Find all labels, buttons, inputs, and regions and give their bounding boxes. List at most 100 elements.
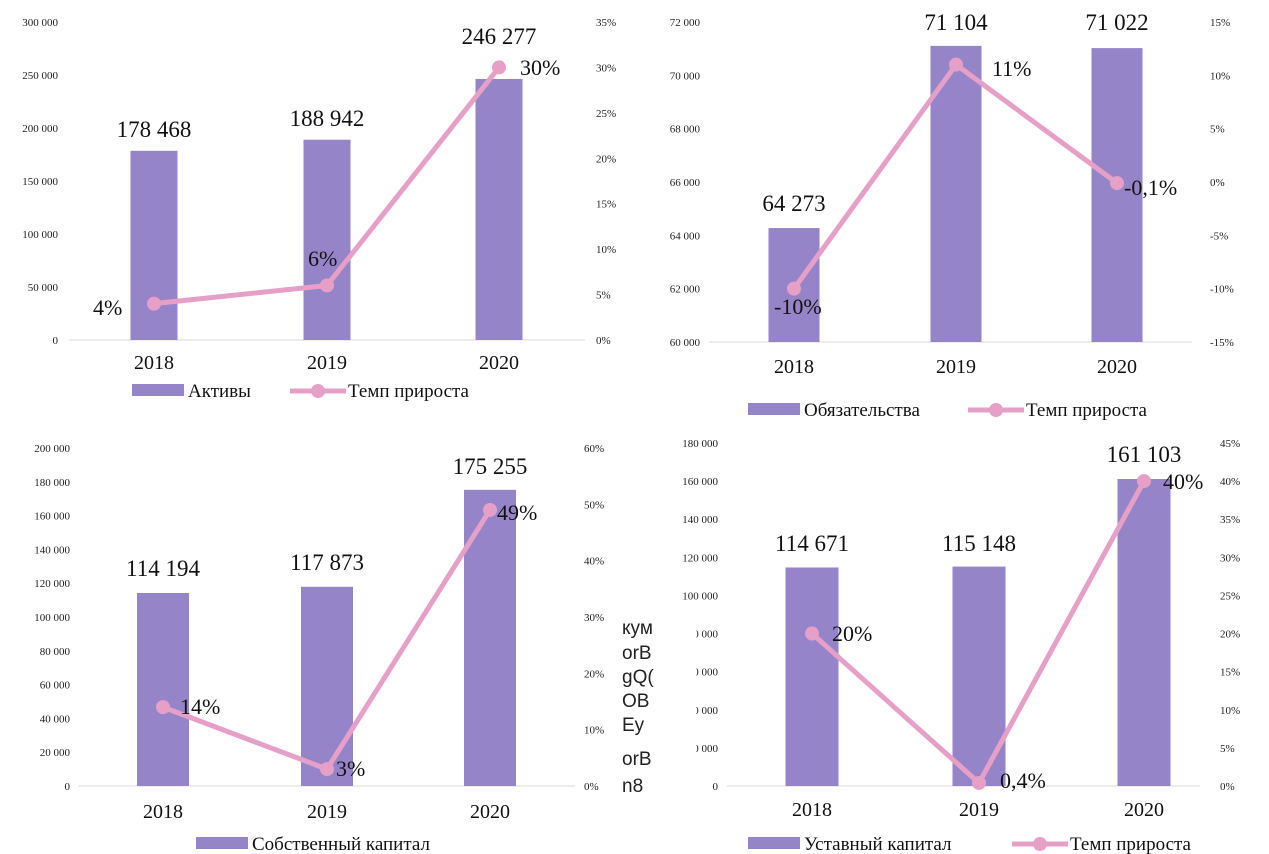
bar bbox=[137, 593, 189, 786]
right-axis-tick-label: 5% bbox=[596, 290, 611, 302]
right-axis-tick-label: 10% bbox=[1210, 70, 1230, 82]
bar bbox=[1091, 48, 1143, 343]
legend-label: Активы bbox=[188, 381, 251, 402]
growth-rate-label: 49% bbox=[497, 500, 537, 525]
right-axis-tick-label: 20% bbox=[1220, 629, 1240, 641]
right-axis-tick-label: 30% bbox=[1220, 552, 1240, 564]
growth-rate-point bbox=[787, 281, 801, 296]
left-axis-tick-label: 140 000 bbox=[682, 514, 718, 526]
stray-text-fragment: OB bbox=[622, 691, 649, 712]
legend-bar-swatch bbox=[748, 403, 800, 415]
legend-label: Собственный капитал bbox=[252, 834, 430, 854]
growth-rate-label: 30% bbox=[520, 55, 560, 80]
bar-value-label: 188 942 bbox=[290, 106, 365, 131]
category-label: 2018 bbox=[143, 801, 183, 823]
growth-rate-point bbox=[972, 775, 986, 790]
stray-text-fragment: orB bbox=[622, 749, 652, 770]
left-axis-tick-label: 120 000 bbox=[682, 552, 718, 564]
bar-value-label: 246 277 bbox=[462, 24, 537, 49]
chart-assets: 0 50 000 100 000 150 000 200 000 250 000 300 0… bbox=[22, 17, 616, 402]
right-axis-tick-label: 25% bbox=[1220, 590, 1240, 602]
growth-rate-label: 20% bbox=[832, 621, 872, 646]
growth-rate-label: 11% bbox=[992, 56, 1032, 81]
right-axis-tick-label: 20% bbox=[584, 668, 604, 680]
right-axis-tick-label: 30% bbox=[584, 612, 604, 624]
right-axis-tick-label: 40% bbox=[1220, 476, 1240, 488]
right-axis-tick-label: 20% bbox=[596, 153, 616, 165]
left-axis-tick-label: 250 000 bbox=[22, 70, 58, 82]
left-axis-tick-label: 80 000 bbox=[40, 646, 71, 658]
bar-value-label: 64 273 bbox=[762, 191, 825, 216]
left-axis-tick-label: 64 000 bbox=[670, 230, 701, 242]
legend-bar-swatch bbox=[196, 837, 248, 849]
bar-value-label: 175 255 bbox=[453, 454, 528, 479]
growth-rate-point bbox=[147, 296, 161, 311]
growth-rate-point bbox=[156, 700, 170, 715]
stray-text-fragment: кум bbox=[622, 618, 653, 639]
right-axis-tick-label: 45% bbox=[1220, 438, 1240, 450]
bar bbox=[1117, 479, 1171, 786]
right-axis-tick-label: -5% bbox=[1210, 230, 1228, 242]
left-axis-tick-label: 180 000 bbox=[682, 438, 718, 450]
stray-text-clip bbox=[686, 600, 696, 800]
growth-rate-point bbox=[1137, 474, 1151, 489]
left-axis-tick-label: 20 000 bbox=[40, 747, 71, 759]
right-axis-tick-label: 40% bbox=[584, 556, 604, 568]
left-axis-tick-label: 72 000 bbox=[670, 17, 701, 29]
right-axis-tick-label: 10% bbox=[584, 725, 604, 737]
legend-bar-swatch bbox=[132, 384, 184, 396]
right-axis-tick-label: 10% bbox=[596, 244, 616, 256]
right-axis-tick-label: 0% bbox=[1220, 781, 1235, 793]
category-label: 2019 bbox=[959, 799, 999, 821]
left-axis-tick-label: 300 000 bbox=[22, 17, 58, 29]
category-label: 2019 bbox=[307, 352, 347, 374]
stray-text-fragment: n8 bbox=[622, 776, 643, 797]
category-label: 2019 bbox=[936, 356, 976, 378]
bar-value-label: 71 104 bbox=[924, 10, 988, 35]
bar-value-label: 115 148 bbox=[942, 531, 1016, 556]
right-axis-tick-label: 60% bbox=[584, 443, 604, 455]
right-axis-tick-label: 0% bbox=[596, 335, 611, 347]
left-axis-tick-label: 0 bbox=[53, 335, 59, 347]
left-axis-tick-label: 120 000 bbox=[34, 578, 70, 590]
legend-line-marker bbox=[989, 403, 1003, 417]
bar bbox=[785, 567, 839, 786]
left-axis-tick-label: 62 000 bbox=[670, 284, 701, 296]
category-label: 2018 bbox=[134, 352, 174, 374]
left-axis-tick-label: 160 000 bbox=[682, 476, 718, 488]
growth-rate-point bbox=[805, 626, 819, 641]
right-axis-tick-label: 10% bbox=[1220, 705, 1240, 717]
right-axis-tick-label: 30% bbox=[596, 62, 616, 74]
left-axis-tick-label: 60 000 bbox=[670, 337, 701, 349]
bar-value-label: 178 468 bbox=[117, 117, 192, 142]
growth-rate-point bbox=[949, 57, 963, 72]
category-label: 2018 bbox=[774, 356, 814, 378]
growth-rate-label: 3% bbox=[336, 756, 365, 781]
stray-text-fragments: кум orB gQ(OB Ey orB n8 bbox=[622, 600, 696, 800]
right-axis-tick-label: 35% bbox=[1220, 514, 1240, 526]
left-axis-tick-label: 50 000 bbox=[28, 282, 59, 294]
legend-label: Темп прироста bbox=[1070, 834, 1192, 854]
chart-equity: 0 20 000 40 000 60 000 80 000 100 000 120 000 1… bbox=[34, 443, 604, 854]
legend-label: Темп прироста bbox=[348, 381, 470, 402]
stray-text-fragment: Ey bbox=[622, 715, 645, 736]
left-axis-tick-label: 70 000 bbox=[670, 70, 701, 82]
bar bbox=[475, 78, 523, 340]
growth-rate-label: 40% bbox=[1163, 469, 1203, 494]
growth-rate-point bbox=[492, 60, 506, 75]
right-axis-tick-label: 35% bbox=[596, 17, 616, 29]
left-axis-tick-label: 200 000 bbox=[34, 443, 70, 455]
growth-rate-label: 0,4% bbox=[1000, 768, 1046, 793]
left-axis-tick-label: 0 bbox=[713, 781, 719, 793]
bar-value-label: 114 671 bbox=[775, 531, 849, 556]
bar-value-label: 161 103 bbox=[1107, 442, 1182, 467]
right-axis-tick-label: 0% bbox=[1210, 177, 1225, 189]
bar-value-label: 114 194 bbox=[126, 556, 200, 581]
category-label: 2020 bbox=[1124, 799, 1164, 821]
growth-rate-label: 4% bbox=[93, 295, 122, 320]
left-axis-tick-label: 60 000 bbox=[40, 680, 71, 692]
category-label: 2020 bbox=[1097, 356, 1137, 378]
stray-text-fragment: gQ( bbox=[622, 667, 654, 688]
growth-rate-label: 14% bbox=[180, 694, 220, 719]
